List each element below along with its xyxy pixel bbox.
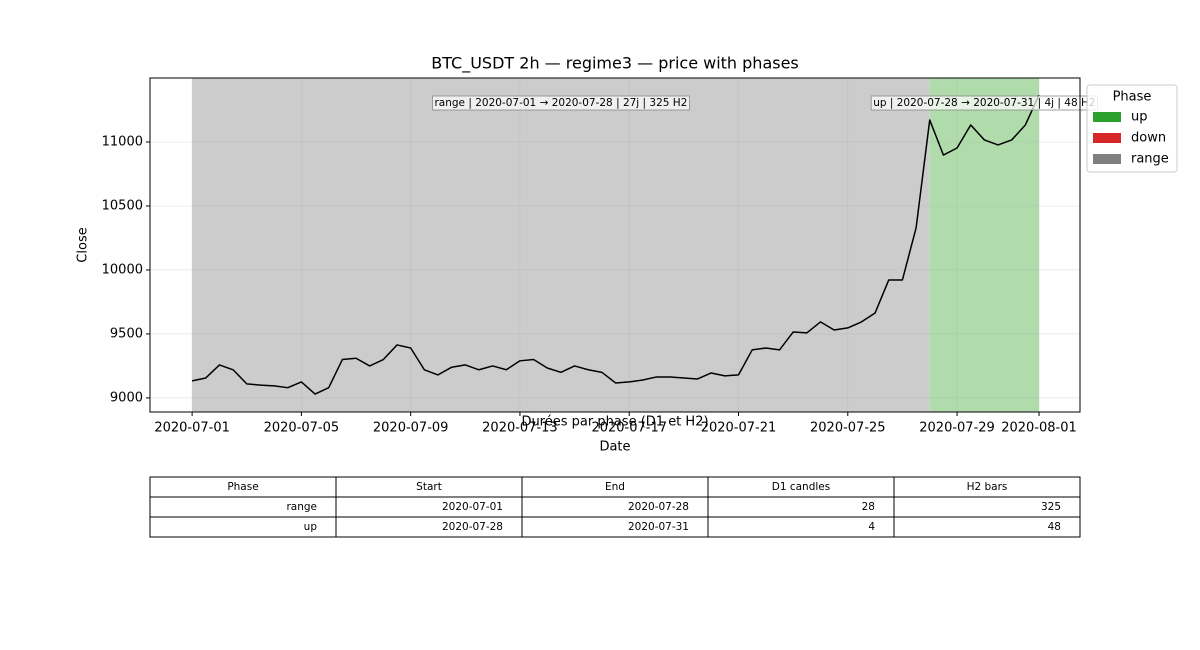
y-tick-label: 9000 <box>110 390 143 405</box>
legend-swatch <box>1093 154 1121 164</box>
chart-title: BTC_USDT 2h — regime3 — price with phase… <box>431 54 799 74</box>
x-tick-label: 2020-07-09 <box>373 421 449 436</box>
x-tick-label: 2020-07-13 <box>482 421 558 436</box>
phase-span <box>929 78 1040 412</box>
table-header: Start <box>416 481 442 493</box>
phase-annotation: range | 2020-07-01 → 2020-07-28 | 27j | … <box>434 97 687 109</box>
table-value: 2020-07-01 <box>442 501 503 513</box>
table-value: 2020-07-28 <box>628 501 689 513</box>
annotation-box <box>432 95 690 111</box>
table-value: up <box>304 521 318 533</box>
table-value: 325 <box>1041 501 1061 513</box>
table-value: range <box>286 501 317 513</box>
y-tick-label: 11000 <box>102 134 143 149</box>
table-title: Durées par phase (D1 et H2) <box>521 415 708 430</box>
legend-swatch <box>1093 112 1121 122</box>
table-header: H2 bars <box>967 481 1008 493</box>
legend: Phase up down range <box>1086 84 1178 173</box>
legend-label: range <box>1131 152 1169 167</box>
y-axis-label: Close <box>76 227 91 262</box>
price-line <box>191 94 1040 395</box>
legend-swatch <box>1093 133 1121 143</box>
legend-box <box>1086 84 1178 173</box>
x-tick-label: 2020-07-01 <box>154 421 230 436</box>
y-tick-label: 10500 <box>102 198 143 213</box>
phase-annotation: up | 2020-07-28 → 2020-07-31 | 4j | 48 H… <box>873 97 1095 109</box>
x-axis-label: Date <box>599 440 630 455</box>
table-header: End <box>605 481 625 493</box>
table-value: 2020-07-31 <box>628 521 689 533</box>
axes-frame <box>149 77 1081 413</box>
table-cell <box>893 516 1081 538</box>
legend-label: up <box>1131 110 1148 125</box>
x-tick-label: 2020-07-17 <box>591 421 667 436</box>
phase-span <box>192 78 930 412</box>
x-tick-label: 2020-07-21 <box>701 421 777 436</box>
table-value: 4 <box>868 521 875 533</box>
y-tick-label: 9500 <box>110 326 143 341</box>
table-header: Phase <box>227 481 258 493</box>
x-tick-label: 2020-07-25 <box>810 421 886 436</box>
x-tick-label: 2020-08-01 <box>1001 421 1077 436</box>
x-tick-label: 2020-07-05 <box>264 421 340 436</box>
x-tick-label: 2020-07-29 <box>919 421 995 436</box>
table-header: D1 candles <box>772 481 830 493</box>
y-tick-label: 10000 <box>102 262 143 277</box>
table-value: 28 <box>862 501 875 513</box>
legend-title: Phase <box>1113 90 1152 105</box>
legend-label: down <box>1131 131 1166 146</box>
table-value: 2020-07-28 <box>442 521 503 533</box>
table-value: 48 <box>1048 521 1061 533</box>
table-cell <box>707 516 895 538</box>
